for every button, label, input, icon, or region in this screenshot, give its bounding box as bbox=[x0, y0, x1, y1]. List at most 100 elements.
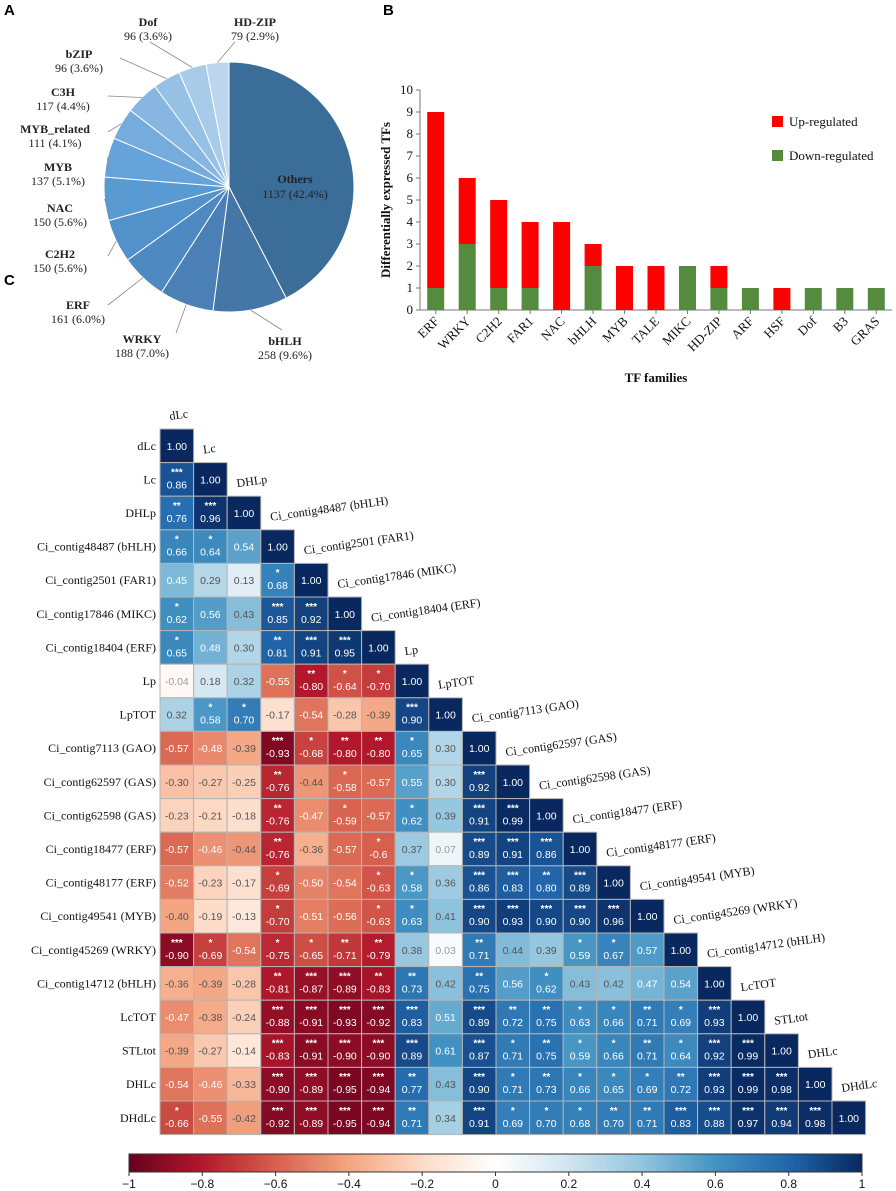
significance-mark: * bbox=[175, 635, 179, 646]
row-label: Ci_contig62597 (GAS) bbox=[44, 775, 156, 789]
heatmap-cell bbox=[260, 865, 295, 900]
correlation-value: 1.00 bbox=[200, 474, 221, 486]
correlation-value: 0.90 bbox=[536, 916, 557, 928]
correlation-value: 0.96 bbox=[603, 916, 624, 928]
heatmap-cell bbox=[629, 1033, 665, 1068]
y-tick-label: 2 bbox=[407, 258, 414, 273]
correlation-value: -0.57 bbox=[165, 844, 189, 856]
heatmap-cell bbox=[764, 1066, 799, 1102]
significance-mark: * bbox=[276, 938, 280, 949]
significance-mark: * bbox=[309, 736, 313, 747]
significance-mark: *** bbox=[305, 602, 317, 613]
correlation-value: 0.30 bbox=[435, 743, 456, 755]
significance-mark: *** bbox=[339, 971, 351, 982]
correlation-value: -0.42 bbox=[232, 1113, 256, 1125]
correlation-value: 0.54 bbox=[234, 542, 255, 554]
heatmap-cell bbox=[797, 1100, 833, 1136]
correlation-value: -0.54 bbox=[165, 1079, 189, 1091]
heatmap-cell bbox=[260, 630, 295, 665]
correlation-value: 0.68 bbox=[570, 1118, 591, 1130]
significance-mark: *** bbox=[406, 1039, 418, 1050]
heatmap-cell bbox=[193, 462, 228, 497]
heatmap-cell bbox=[327, 730, 363, 766]
correlation-value: 0.71 bbox=[469, 950, 490, 962]
correlation-value: 0.63 bbox=[402, 916, 423, 928]
correlation-value: 0.97 bbox=[738, 1118, 759, 1130]
row-label: Ci_contig7113 (GAO) bbox=[48, 741, 156, 755]
significance-mark: *** bbox=[305, 1005, 317, 1016]
correlation-value: -0.76 bbox=[266, 815, 290, 827]
heatmap-cell bbox=[293, 630, 329, 665]
heatmap-cell bbox=[461, 730, 497, 766]
heatmap-cell bbox=[293, 730, 329, 766]
correlation-value: 0.62 bbox=[402, 815, 423, 827]
significance-mark: *** bbox=[709, 1106, 721, 1117]
heatmap-cell bbox=[327, 1033, 363, 1068]
heatmap-cell bbox=[293, 898, 329, 934]
correlation-value: -0.69 bbox=[266, 883, 290, 895]
correlation-value: -0.46 bbox=[198, 844, 222, 856]
correlation-value: 0.69 bbox=[503, 1118, 524, 1130]
bar-down-dof bbox=[804, 288, 822, 310]
correlation-value: 0.75 bbox=[536, 1051, 557, 1063]
correlation-value: 1.00 bbox=[435, 710, 456, 722]
pie-leader-line bbox=[107, 240, 117, 257]
significance-mark: ** bbox=[610, 1106, 618, 1117]
pie-leader-line bbox=[175, 304, 187, 334]
heatmap-cell bbox=[193, 529, 228, 564]
heatmap-cell bbox=[562, 1066, 598, 1102]
correlation-value: 0.99 bbox=[503, 815, 524, 827]
panel-label-c: C bbox=[4, 272, 15, 289]
correlation-value: 0.56 bbox=[503, 978, 524, 990]
correlation-value: -0.68 bbox=[299, 748, 323, 760]
heatmap-cell bbox=[394, 999, 430, 1035]
correlation-value: 1.00 bbox=[771, 1046, 792, 1058]
correlation-value: -0.54 bbox=[232, 945, 256, 957]
heatmap-cell bbox=[529, 831, 564, 867]
pie-value-myb: 137 (5.1%) bbox=[31, 174, 85, 188]
significance-mark: *** bbox=[272, 1005, 284, 1016]
heatmap-cell bbox=[596, 865, 631, 900]
row-label: Ci_contig18477 (ERF) bbox=[46, 842, 156, 856]
correlation-value: -0.65 bbox=[299, 950, 323, 962]
correlation-value: -0.95 bbox=[333, 1084, 357, 1096]
heatmap-cell bbox=[327, 1066, 363, 1102]
correlation-value: 0.66 bbox=[603, 1051, 624, 1063]
correlation-value: -0.58 bbox=[333, 782, 357, 794]
heatmap-cell bbox=[293, 764, 329, 800]
correlation-value: -0.39 bbox=[232, 743, 256, 755]
correlation-value: -0.76 bbox=[266, 849, 290, 861]
correlation-value: -0.33 bbox=[232, 1079, 256, 1091]
correlation-value: 0.03 bbox=[435, 945, 456, 957]
correlation-value: 0.83 bbox=[671, 1118, 692, 1130]
correlation-value: -0.89 bbox=[299, 1084, 323, 1096]
significance-mark: ** bbox=[543, 1039, 551, 1050]
heatmap-cell bbox=[226, 562, 262, 598]
correlation-value: -0.44 bbox=[232, 844, 256, 856]
correlation-value: -0.25 bbox=[232, 777, 256, 789]
correlation-value: 0.89 bbox=[570, 883, 591, 895]
pie-value-c3h: 117 (4.4%) bbox=[36, 99, 90, 113]
significance-mark: * bbox=[578, 1072, 582, 1083]
correlation-value: 0.57 bbox=[637, 945, 658, 957]
significance-mark: * bbox=[242, 703, 246, 714]
correlation-value: -0.13 bbox=[232, 911, 256, 923]
correlation-value: 0.42 bbox=[435, 978, 456, 990]
bar-chart: 0 1 2 3 4 5 6 7 8 9 10 Differentially expressed TFs… bbox=[378, 82, 892, 385]
bar-up-hd-zip bbox=[710, 266, 728, 288]
significance-mark: *** bbox=[339, 1072, 351, 1083]
pie-value-bzip: 96 (3.6%) bbox=[55, 61, 103, 75]
significance-mark: * bbox=[511, 1106, 515, 1117]
significance-mark: * bbox=[410, 736, 414, 747]
correlation-value: 1.00 bbox=[738, 1012, 759, 1024]
y-tick-label: 8 bbox=[407, 126, 414, 141]
heatmap-cell bbox=[461, 798, 497, 833]
heatmap-cell bbox=[193, 495, 228, 531]
heatmap-cell bbox=[428, 1100, 463, 1136]
correlation-value: 1.00 bbox=[335, 609, 356, 621]
legend-swatch-down bbox=[772, 150, 783, 161]
correlation-value: -0.92 bbox=[266, 1118, 290, 1130]
correlation-value: -0.83 bbox=[266, 1051, 290, 1063]
correlation-value: 0.45 bbox=[167, 575, 188, 587]
